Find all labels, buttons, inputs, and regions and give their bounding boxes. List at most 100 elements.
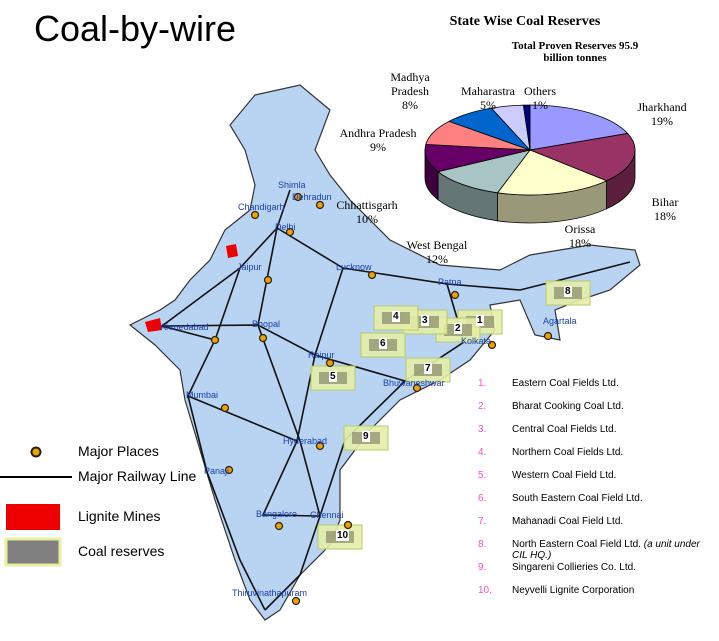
pie-label-value: 5% bbox=[480, 98, 496, 112]
pie-label-value: 19% bbox=[651, 114, 673, 128]
company-number: 6. bbox=[478, 493, 487, 504]
pie-slice bbox=[522, 104, 531, 151]
city-label: Ahmedabad bbox=[160, 322, 209, 332]
city-label: Bangalore bbox=[256, 509, 298, 519]
pie-label-name: Jharkhand bbox=[637, 100, 687, 114]
page-title: Coal-by-wire bbox=[34, 8, 237, 49]
company-name-text: Central Coal Fields Ltd. bbox=[512, 424, 617, 435]
place-dot bbox=[274, 521, 284, 531]
coalfield-number: 2 bbox=[454, 323, 462, 334]
pie-label: Maharastra 5% bbox=[448, 84, 528, 112]
city-label: Panaji bbox=[204, 466, 230, 476]
company-name: Singareni Collieries Co. Ltd. bbox=[512, 562, 712, 573]
pie-label: Chhattisgarh 10% bbox=[327, 198, 407, 226]
city-label: Bhopal bbox=[252, 319, 281, 329]
company-name-text: Neyvelli Lignite Corporation bbox=[512, 585, 635, 596]
lignite-mine bbox=[226, 244, 238, 258]
city-label: Thiruvinathapuram bbox=[232, 588, 308, 598]
pie-label-name: Bihar bbox=[651, 195, 679, 209]
pie-slice bbox=[528, 133, 636, 182]
legend-label: Coal reserves bbox=[78, 543, 165, 559]
company-name-text: Bharat Cooking Coal Ltd. bbox=[512, 401, 624, 412]
coalfield-number: 1 bbox=[476, 315, 484, 326]
place-dot bbox=[250, 210, 260, 220]
company-name-text: Northern Coal Fields Ltd. bbox=[512, 447, 624, 458]
company-name: Neyvelli Lignite Corporation bbox=[512, 585, 712, 596]
city-label: Jaipur bbox=[237, 262, 262, 272]
coalfield-number: 6 bbox=[379, 338, 387, 349]
pie-label-value: 8% bbox=[402, 98, 418, 112]
pie-label: Madhya Pradesh 8% bbox=[370, 70, 450, 112]
pie-label-value: 9% bbox=[370, 140, 386, 154]
company-name: Central Coal Fields Ltd. bbox=[512, 424, 712, 435]
city-label: Mumbai bbox=[186, 390, 219, 400]
company-name-text: Eastern Coal Fields Ltd. bbox=[512, 378, 619, 389]
lignite-mine bbox=[145, 318, 162, 332]
city-label: Shimla bbox=[278, 180, 306, 190]
company-number: 8. bbox=[478, 539, 487, 550]
pie-label-name: Others bbox=[524, 84, 556, 98]
pie-label-name: Maharastra bbox=[461, 84, 515, 98]
pie-label-name: Chhattisgarh bbox=[336, 198, 398, 212]
company-number: 4. bbox=[478, 447, 487, 458]
company-number: 1. bbox=[478, 378, 487, 389]
pie-label-name: Madhya Pradesh bbox=[390, 70, 430, 98]
city-label: Agartala bbox=[543, 316, 577, 326]
pie-slice bbox=[437, 149, 531, 194]
company-number: 2. bbox=[478, 401, 487, 412]
company-number: 9. bbox=[478, 562, 487, 573]
place-dot bbox=[220, 403, 230, 413]
company-number: 3. bbox=[478, 424, 487, 435]
city-label: Patna bbox=[438, 277, 462, 287]
place-dot bbox=[325, 358, 335, 368]
place-dot bbox=[258, 333, 268, 343]
company-name: Eastern Coal Fields Ltd. bbox=[512, 378, 712, 389]
place-dot bbox=[293, 192, 303, 202]
coalfield-number: 10 bbox=[336, 530, 350, 541]
coalfield-number: 8 bbox=[564, 286, 572, 297]
coalfield-number: 9 bbox=[362, 431, 370, 442]
place-dot bbox=[343, 520, 353, 530]
company-number: 10. bbox=[478, 585, 492, 596]
company-name-text: Western Coal Field Ltd. bbox=[512, 470, 617, 481]
pie-label: Andhra Pradesh 9% bbox=[338, 126, 418, 154]
pie-label: Orissa 18% bbox=[540, 222, 620, 250]
pie-label: Others 1% bbox=[500, 84, 580, 112]
place-dot bbox=[291, 596, 301, 606]
city-label: Raipur bbox=[308, 350, 335, 360]
city-label: Delhi bbox=[275, 222, 296, 232]
place-dot bbox=[224, 465, 234, 475]
company-name: Western Coal Field Ltd. bbox=[512, 470, 712, 481]
place-dot bbox=[210, 335, 220, 345]
city-label: Bhuwaneshwar bbox=[383, 378, 445, 388]
company-name: South Eastern Coal Field Ltd. bbox=[512, 493, 712, 504]
company-name: Northern Coal Fields Ltd. bbox=[512, 447, 712, 458]
legend-label: Lignite Mines bbox=[78, 508, 161, 524]
pie-title: State Wise Coal Reserves bbox=[449, 14, 601, 29]
legend-coal-icon bbox=[4, 537, 62, 567]
pie-label-name: Andhra Pradesh bbox=[339, 126, 417, 140]
company-name: Bharat Cooking Coal Ltd. bbox=[512, 401, 712, 412]
company-name-text: North Eastern Coal Field Ltd. bbox=[512, 539, 641, 550]
coalfield-number: 7 bbox=[424, 363, 432, 374]
company-name: North Eastern Coal Field Ltd. (a unit un… bbox=[512, 539, 712, 561]
company-number: 5. bbox=[478, 470, 487, 481]
coalfield-number: 5 bbox=[329, 371, 337, 382]
pie-slice bbox=[496, 149, 608, 196]
company-number: 7. bbox=[478, 516, 487, 527]
pie-label: Jharkhand 19% bbox=[622, 100, 702, 128]
legend-label: Major Railway Line bbox=[78, 468, 197, 484]
legend-place-icon bbox=[30, 446, 42, 458]
place-dot bbox=[487, 340, 497, 350]
place-dot bbox=[450, 290, 460, 300]
city-label: Hyderabad bbox=[283, 436, 328, 446]
place-dot bbox=[543, 331, 553, 341]
pie-label: West Bengal 12% bbox=[397, 238, 477, 266]
coalfield-number: 4 bbox=[392, 311, 400, 322]
city-label: Kolkata bbox=[461, 336, 492, 346]
city-label: Chennai bbox=[310, 510, 344, 520]
company-note: (a unit under CIL HQ.) bbox=[512, 539, 700, 561]
pie-slice bbox=[529, 104, 629, 151]
company-name: Mahanadi Coal Field Ltd. bbox=[512, 516, 712, 527]
